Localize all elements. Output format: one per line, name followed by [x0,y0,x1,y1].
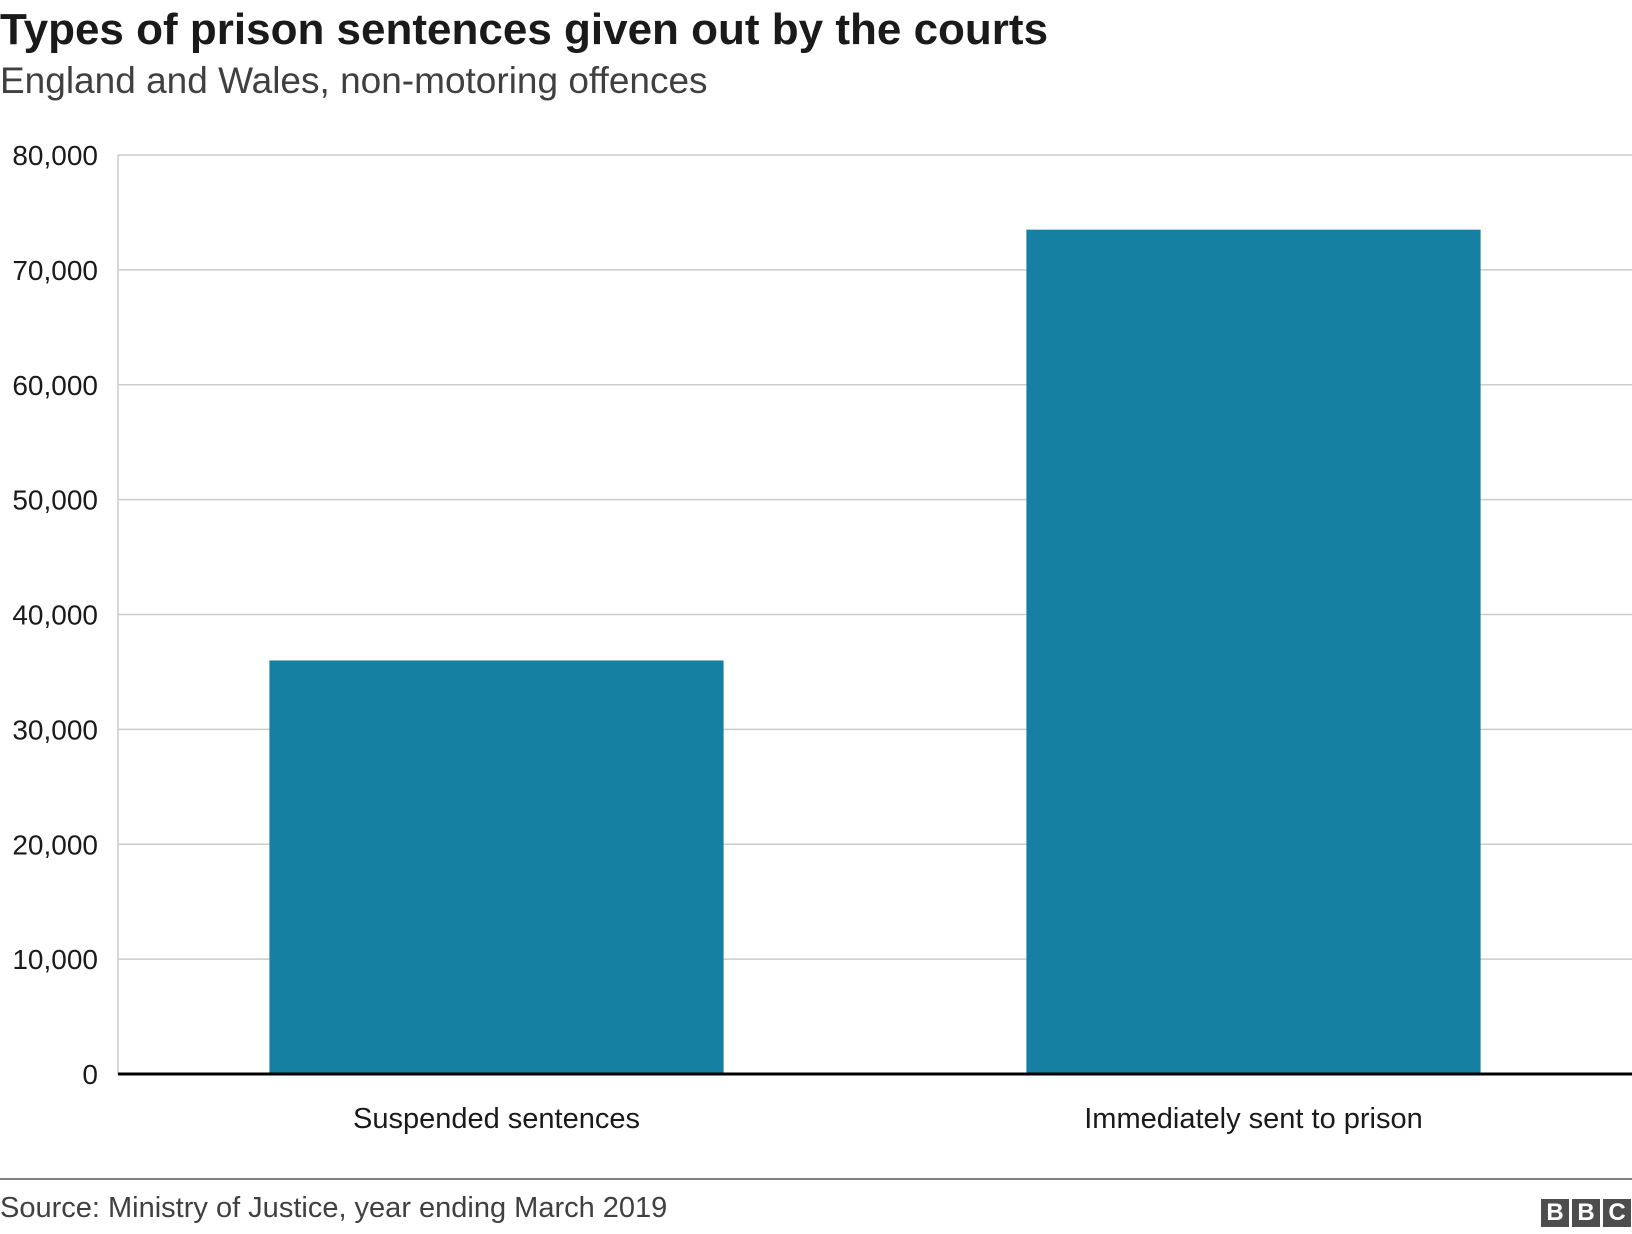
y-tick-label: 40,000 [12,600,98,631]
y-tick-label: 10,000 [12,944,98,975]
bar-2 [1026,229,1481,1074]
y-tick-label: 70,000 [12,255,98,286]
source-note: Source: Ministry of Justice, year ending… [0,1192,668,1224]
bar-chart: 0 10,000 20,000 30,000 40,000 50,000 60,000 70,… [12,140,1632,1135]
x-axis-category-labels: Suspended sentences Immediately sent to p… [353,1103,1423,1135]
bbc-logo: B B C [1541,1199,1631,1227]
bar-1 [269,660,724,1074]
footer-divider [0,1178,1632,1180]
y-axis-tick-labels: 0 10,000 20,000 30,000 40,000 50,000 60,000 70,… [12,140,98,1090]
chart-title: Types of prison sentences given out by t… [0,5,1049,54]
y-tick-label: 30,000 [12,714,98,745]
bbc-logo-letter: C [1603,1199,1631,1227]
x-category-label: Immediately sent to prison [1084,1103,1422,1135]
x-category-label: Suspended sentences [353,1103,640,1135]
y-tick-label: 80,000 [12,140,98,171]
y-tick-label: 50,000 [12,485,98,516]
y-tick-label: 20,000 [12,829,98,860]
bbc-logo-letter: B [1572,1199,1600,1227]
bbc-logo-letter: B [1541,1199,1569,1227]
y-tick-label: 0 [82,1059,98,1090]
y-tick-label: 60,000 [12,370,98,401]
chart-subtitle: England and Wales, non-motoring offences [0,60,708,101]
bars [269,229,1481,1074]
